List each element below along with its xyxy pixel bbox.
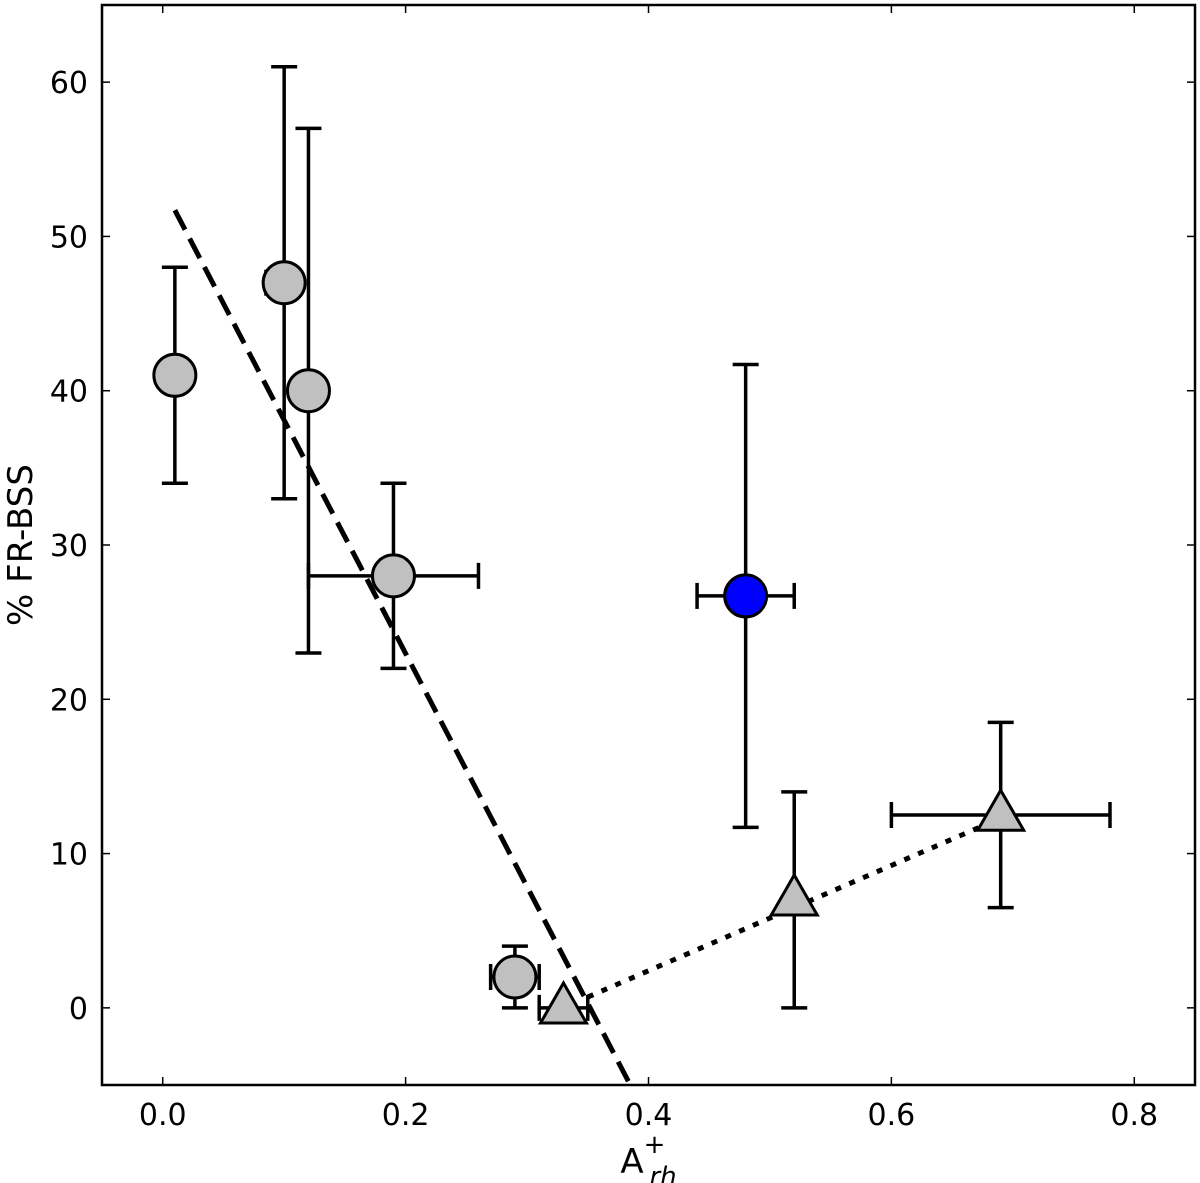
x-tick-label: 0.8: [1110, 1098, 1158, 1133]
x-axis-label-superscript: +: [644, 1130, 666, 1160]
x-tick-label: 0.4: [625, 1098, 673, 1133]
x-axis-label-base: A: [620, 1142, 643, 1182]
x-tick-label: 0.0: [139, 1098, 187, 1133]
triangle-marker: [537, 980, 590, 1025]
x-tick-label: 0.2: [382, 1098, 430, 1133]
circle-marker: [152, 352, 198, 398]
y-tick-label: 60: [50, 66, 88, 101]
data-markers: [152, 260, 1027, 1025]
error-bars: [161, 64, 1112, 1021]
circle-marker: [723, 573, 769, 619]
y-tick-label: 0: [69, 992, 88, 1027]
axis-ticks: 0.0 0.2 0.4 0.6 0.8 0 10 20 30 40 50 60: [50, 5, 1195, 1133]
x-tick-label: 0.6: [868, 1098, 916, 1133]
plot-frame: [100, 3, 1197, 1087]
y-tick-label: 40: [50, 375, 88, 410]
dashed-fit-line: [172, 209, 633, 1087]
circle-marker: [285, 368, 331, 414]
circle-marker: [261, 260, 307, 306]
y-tick-label: 20: [50, 683, 88, 718]
x-axis-label: A+ rh: [620, 1130, 676, 1183]
y-tick-label: 30: [50, 529, 88, 564]
y-tick-label: 10: [50, 838, 88, 873]
circle-marker: [370, 553, 416, 599]
triangle-marker: [975, 787, 1027, 832]
y-axis-label: % FR-BSS: [1, 464, 41, 626]
x-axis-label-subscript: rh: [649, 1162, 676, 1183]
triangle-marker: [768, 872, 820, 917]
fit-lines: [172, 209, 1002, 1087]
circle-marker: [492, 954, 538, 1000]
y-tick-label: 50: [50, 220, 88, 255]
